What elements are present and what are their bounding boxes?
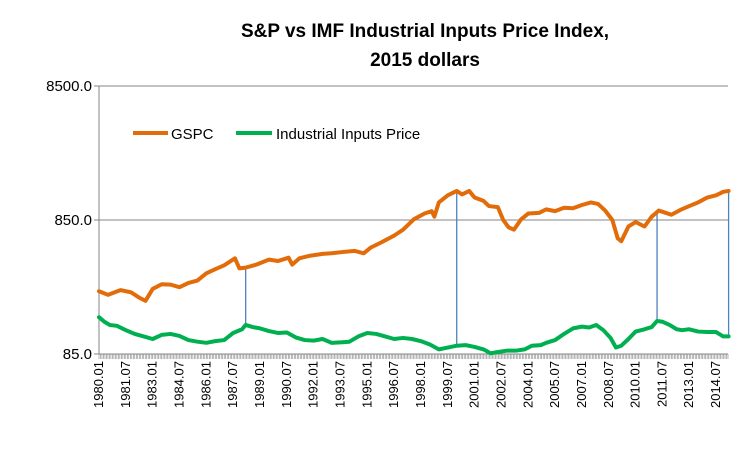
x-tick-label: 1995.01 (359, 361, 374, 408)
x-tick-label: 1998.01 (413, 361, 428, 408)
x-tick-labels: 1980.01 1981.07 1983.01 1984.07 1986.01 1987.… (91, 361, 723, 408)
x-tick-label: 1996.07 (386, 361, 401, 408)
x-tick-label: 2014.07 (708, 361, 723, 408)
y-tick-label: 8500.0 (46, 78, 92, 95)
connector-lines (245, 190, 730, 346)
x-tick-label: 2001.01 (467, 361, 482, 408)
x-tick-label: 1987.07 (225, 361, 240, 408)
x-tick-label: 2005.07 (547, 361, 562, 408)
x-tick-label: 2010.01 (628, 361, 643, 408)
series-lines (97, 188, 731, 356)
axes (94, 85, 729, 359)
x-tick-label: 1999.07 (440, 361, 455, 408)
x-tick-label: 2011.07 (654, 361, 669, 407)
y-tick-labels: 8500.0 850.0 85.0 (46, 78, 92, 363)
industrial-inputs-line (97, 315, 731, 356)
x-tick-label: 1989.01 (252, 361, 267, 408)
x-tick-label: 1992.01 (306, 361, 321, 408)
x-tick-label: 2008.07 (601, 361, 616, 408)
y-tick-label: 85.0 (63, 346, 92, 363)
x-tick-label: 1984.07 (171, 361, 186, 408)
x-tick-label: 1981.07 (118, 361, 133, 408)
x-tick-label: 2013.01 (681, 361, 696, 408)
legend: GSPC Industrial Inputs Price (133, 126, 420, 143)
x-tick-label: 1986.01 (198, 361, 213, 408)
chart-title-line-1: S&P vs IMF Industrial Inputs Price Index… (241, 21, 609, 42)
x-tick-label: 2007.01 (574, 361, 589, 408)
gridlines (99, 85, 728, 221)
gspc-line (97, 188, 731, 303)
y-tick-label: 850.0 (54, 212, 92, 229)
x-tick-label: 1983.01 (145, 361, 160, 408)
legend-label-gspc: GSPC (171, 126, 214, 143)
chart-title-line-2: 2015 dollars (370, 50, 480, 71)
x-tick-label: 1990.07 (279, 361, 294, 408)
x-tick-label: 2004.01 (520, 361, 535, 408)
x-tick-label: 2002.07 (493, 361, 508, 408)
x-tick-label: 1993.07 (332, 361, 347, 408)
x-tick-label: 1980.01 (91, 361, 106, 408)
legend-label-industrial-inputs: Industrial Inputs Price (276, 126, 420, 143)
